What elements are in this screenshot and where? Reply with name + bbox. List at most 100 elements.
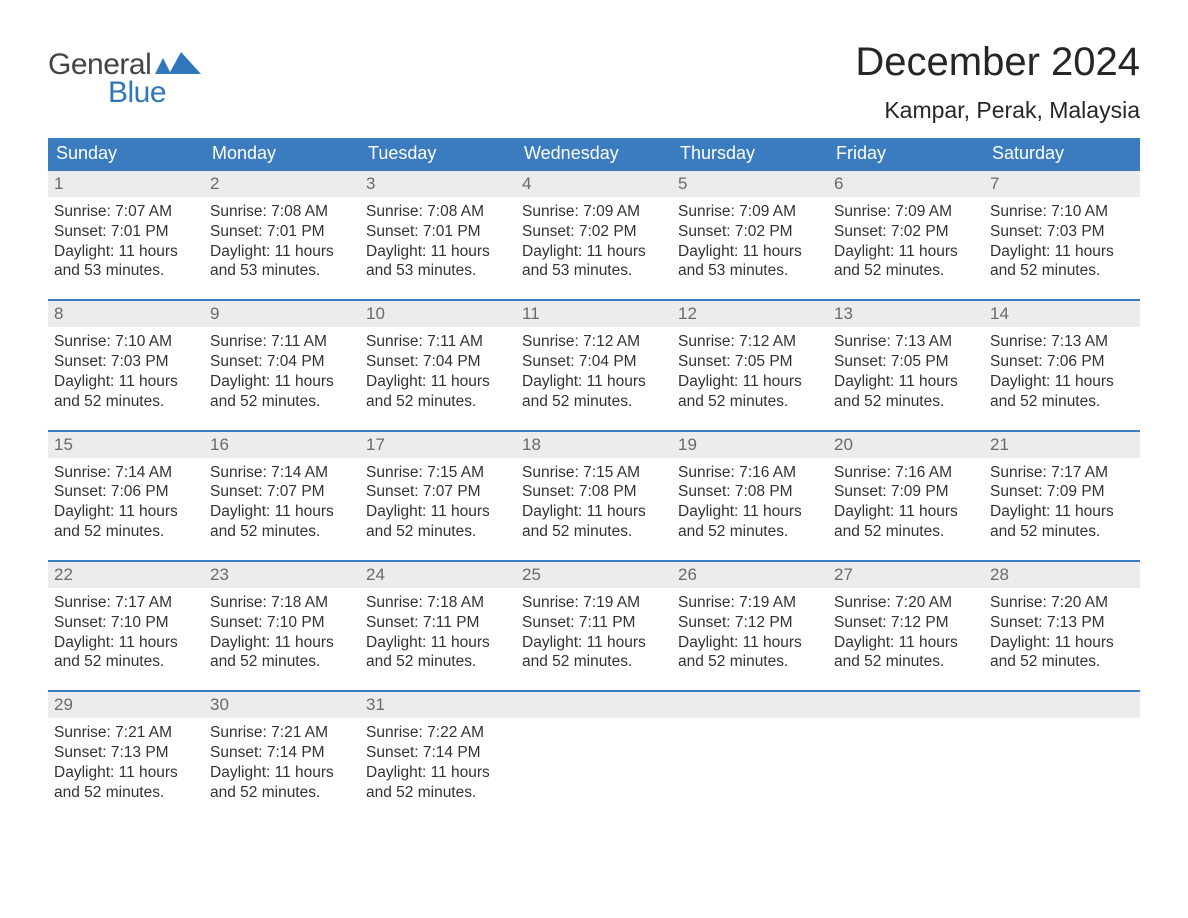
sunrise-text: Sunrise: 7:08 AM [366, 202, 510, 222]
day-cell: Sunrise: 7:09 AMSunset: 7:02 PMDaylight:… [672, 197, 828, 281]
daylight-text-2: and 52 minutes. [366, 392, 510, 412]
sunset-text: Sunset: 7:01 PM [366, 222, 510, 242]
daylight-text-1: Daylight: 11 hours [678, 502, 822, 522]
daylight-text-2: and 52 minutes. [54, 392, 198, 412]
day-number: 12 [672, 301, 828, 327]
day-cell [516, 718, 672, 802]
day-cell [672, 718, 828, 802]
day-number: 14 [984, 301, 1140, 327]
dow-friday: Friday [828, 138, 984, 169]
week-row: 22232425262728Sunrise: 7:17 AMSunset: 7:… [48, 560, 1140, 672]
sunrise-text: Sunrise: 7:09 AM [678, 202, 822, 222]
day-number [672, 692, 828, 718]
day-cell: Sunrise: 7:20 AMSunset: 7:13 PMDaylight:… [984, 588, 1140, 672]
sunrise-text: Sunrise: 7:11 AM [366, 332, 510, 352]
sunset-text: Sunset: 7:08 PM [522, 482, 666, 502]
sunrise-text: Sunrise: 7:15 AM [522, 463, 666, 483]
day-number: 28 [984, 562, 1140, 588]
day-cell: Sunrise: 7:12 AMSunset: 7:05 PMDaylight:… [672, 327, 828, 411]
sunset-text: Sunset: 7:13 PM [54, 743, 198, 763]
daylight-text-2: and 52 minutes. [990, 261, 1134, 281]
logo: General Blue [48, 48, 201, 110]
daylight-text-1: Daylight: 11 hours [678, 633, 822, 653]
week-row: 891011121314Sunrise: 7:10 AMSunset: 7:03… [48, 299, 1140, 411]
daylight-text-2: and 52 minutes. [54, 522, 198, 542]
day-cell: Sunrise: 7:21 AMSunset: 7:13 PMDaylight:… [48, 718, 204, 802]
day-number: 10 [360, 301, 516, 327]
sunrise-text: Sunrise: 7:11 AM [210, 332, 354, 352]
sunrise-text: Sunrise: 7:14 AM [210, 463, 354, 483]
day-cell: Sunrise: 7:17 AMSunset: 7:10 PMDaylight:… [48, 588, 204, 672]
day-number: 11 [516, 301, 672, 327]
daylight-text-1: Daylight: 11 hours [54, 372, 198, 392]
sunrise-text: Sunrise: 7:10 AM [54, 332, 198, 352]
day-number: 20 [828, 432, 984, 458]
dow-sunday: Sunday [48, 138, 204, 169]
daylight-text-1: Daylight: 11 hours [366, 763, 510, 783]
day-cell [984, 718, 1140, 802]
daylight-text-2: and 52 minutes. [522, 392, 666, 412]
day-number [516, 692, 672, 718]
sunset-text: Sunset: 7:12 PM [834, 613, 978, 633]
daylight-text-2: and 53 minutes. [678, 261, 822, 281]
daylight-text-1: Daylight: 11 hours [210, 502, 354, 522]
sunset-text: Sunset: 7:11 PM [522, 613, 666, 633]
month-title: December 2024 [855, 40, 1140, 85]
daylight-text-1: Daylight: 11 hours [210, 633, 354, 653]
dow-wednesday: Wednesday [516, 138, 672, 169]
calendar: SundayMondayTuesdayWednesdayThursdayFrid… [48, 138, 1140, 803]
dow-thursday: Thursday [672, 138, 828, 169]
day-cell: Sunrise: 7:15 AMSunset: 7:08 PMDaylight:… [516, 458, 672, 542]
daylight-text-1: Daylight: 11 hours [834, 242, 978, 262]
title-block: December 2024 Kampar, Perak, Malaysia [855, 40, 1140, 124]
daylight-text-2: and 52 minutes. [54, 652, 198, 672]
day-number: 16 [204, 432, 360, 458]
day-number: 31 [360, 692, 516, 718]
daylight-text-1: Daylight: 11 hours [834, 502, 978, 522]
week-row: 1234567Sunrise: 7:07 AMSunset: 7:01 PMDa… [48, 169, 1140, 281]
day-cell: Sunrise: 7:09 AMSunset: 7:02 PMDaylight:… [516, 197, 672, 281]
daylight-text-1: Daylight: 11 hours [990, 372, 1134, 392]
sunset-text: Sunset: 7:04 PM [522, 352, 666, 372]
sunrise-text: Sunrise: 7:19 AM [522, 593, 666, 613]
daylight-text-2: and 52 minutes. [522, 522, 666, 542]
daylight-text-1: Daylight: 11 hours [54, 242, 198, 262]
daylight-text-2: and 52 minutes. [366, 652, 510, 672]
day-number: 22 [48, 562, 204, 588]
sunset-text: Sunset: 7:01 PM [210, 222, 354, 242]
daylight-text-1: Daylight: 11 hours [834, 372, 978, 392]
day-cell [828, 718, 984, 802]
day-cell: Sunrise: 7:18 AMSunset: 7:11 PMDaylight:… [360, 588, 516, 672]
daylight-text-2: and 52 minutes. [366, 783, 510, 803]
daylight-text-1: Daylight: 11 hours [210, 372, 354, 392]
header: General Blue December 2024 Kampar, Perak… [48, 30, 1140, 124]
daylight-text-2: and 52 minutes. [54, 783, 198, 803]
daylight-text-2: and 52 minutes. [834, 522, 978, 542]
day-number: 26 [672, 562, 828, 588]
day-cell: Sunrise: 7:10 AMSunset: 7:03 PMDaylight:… [48, 327, 204, 411]
location-text: Kampar, Perak, Malaysia [855, 97, 1140, 124]
dow-tuesday: Tuesday [360, 138, 516, 169]
day-number: 9 [204, 301, 360, 327]
day-cell: Sunrise: 7:13 AMSunset: 7:05 PMDaylight:… [828, 327, 984, 411]
day-cell: Sunrise: 7:19 AMSunset: 7:12 PMDaylight:… [672, 588, 828, 672]
day-cell: Sunrise: 7:20 AMSunset: 7:12 PMDaylight:… [828, 588, 984, 672]
day-number: 4 [516, 171, 672, 197]
sunrise-text: Sunrise: 7:12 AM [522, 332, 666, 352]
sunrise-text: Sunrise: 7:21 AM [54, 723, 198, 743]
logo-text-blue: Blue [108, 76, 201, 110]
day-cell: Sunrise: 7:18 AMSunset: 7:10 PMDaylight:… [204, 588, 360, 672]
week-row: 15161718192021Sunrise: 7:14 AMSunset: 7:… [48, 430, 1140, 542]
sunrise-text: Sunrise: 7:21 AM [210, 723, 354, 743]
daylight-text-2: and 52 minutes. [990, 522, 1134, 542]
day-number: 5 [672, 171, 828, 197]
daynum-strip: 891011121314 [48, 299, 1140, 327]
sunset-text: Sunset: 7:14 PM [210, 743, 354, 763]
sunset-text: Sunset: 7:03 PM [54, 352, 198, 372]
sunrise-text: Sunrise: 7:19 AM [678, 593, 822, 613]
day-number: 6 [828, 171, 984, 197]
day-number: 13 [828, 301, 984, 327]
day-number: 8 [48, 301, 204, 327]
day-number: 17 [360, 432, 516, 458]
day-cell: Sunrise: 7:22 AMSunset: 7:14 PMDaylight:… [360, 718, 516, 802]
